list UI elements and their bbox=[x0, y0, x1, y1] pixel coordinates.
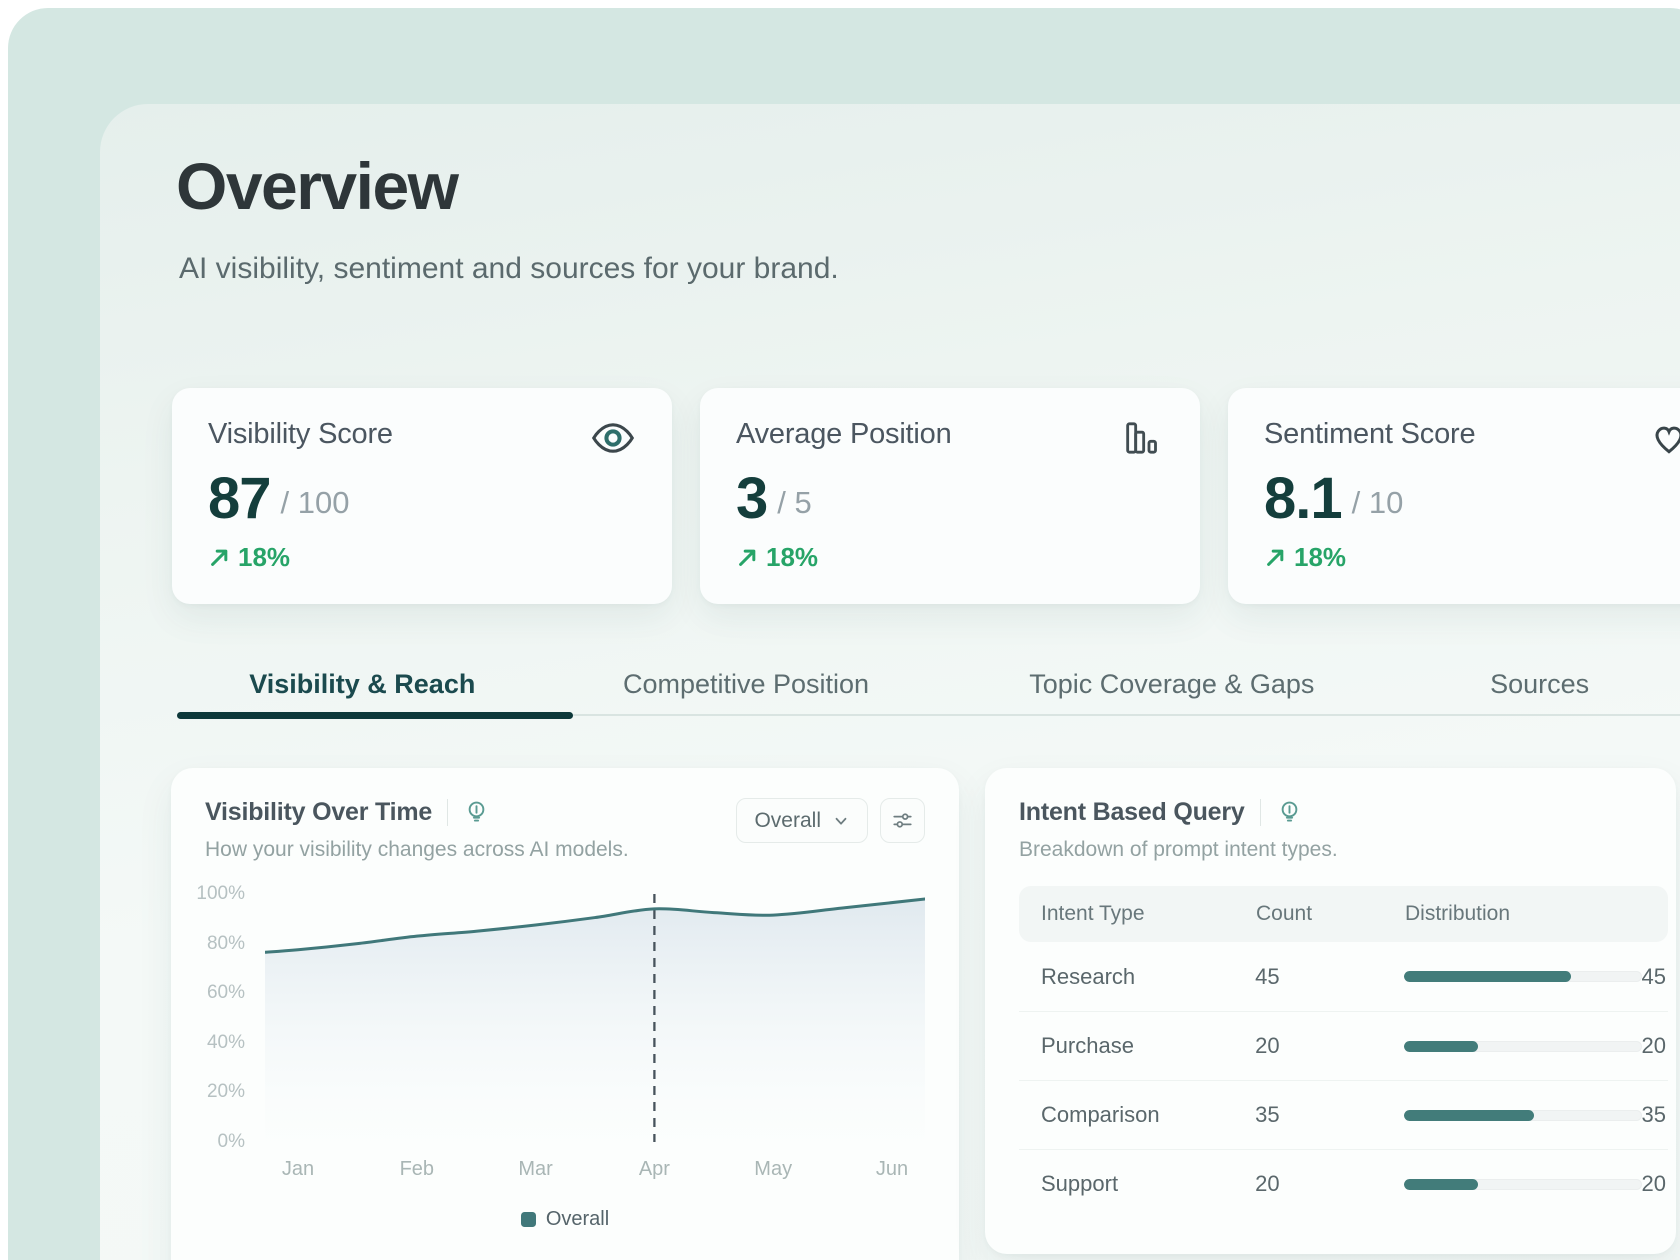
distribution-bar-track bbox=[1403, 971, 1642, 982]
arrow-up-right-icon bbox=[736, 546, 759, 569]
eye-icon bbox=[590, 418, 636, 458]
series-dropdown[interactable]: Overall bbox=[736, 798, 868, 843]
column-header-count: Count bbox=[1256, 902, 1313, 925]
chevron-down-icon bbox=[832, 812, 850, 830]
intent-table: Intent Type Count Distribution Research … bbox=[1019, 886, 1668, 1218]
column-header-distribution: Distribution bbox=[1405, 902, 1511, 925]
distribution-bar bbox=[1403, 1178, 1478, 1190]
y-axis-label: 0% bbox=[217, 1131, 245, 1152]
card-subtitle: How your visibility changes across AI mo… bbox=[205, 838, 629, 861]
distribution-bar bbox=[1403, 1109, 1534, 1121]
page-title: Overview bbox=[176, 149, 459, 223]
x-axis-label: Jun bbox=[875, 1158, 909, 1180]
bar-chart-icon bbox=[1118, 418, 1164, 458]
tab-competitive-position[interactable]: Competitive Position bbox=[622, 668, 870, 699]
metric-value: 8.1 bbox=[1264, 466, 1343, 531]
table-row: Research 45 45 bbox=[1019, 942, 1668, 1011]
average-position-card: Average Position 3 / 5 18% bbox=[700, 388, 1200, 604]
y-axis-label: 40% bbox=[206, 1031, 245, 1053]
x-axis-labels: Jan Feb Mar Apr May Jun bbox=[265, 1158, 925, 1186]
table-body: Research 45 45 Purchase 20 20 Comparison… bbox=[1019, 942, 1668, 1218]
card-title: Visibility Over Time bbox=[205, 798, 433, 826]
x-axis-label: Feb bbox=[399, 1158, 435, 1180]
y-axis-label: 20% bbox=[206, 1081, 245, 1103]
column-header-intent-type: Intent Type bbox=[1041, 902, 1145, 925]
chart-area-fill bbox=[265, 898, 925, 1142]
line-chart-plot bbox=[265, 894, 925, 1142]
y-axis-label: 100% bbox=[196, 883, 245, 904]
metric-label: Visibility Score bbox=[208, 418, 393, 450]
page-subtitle: AI visibility, sentiment and sources for… bbox=[179, 252, 839, 285]
x-axis-label: Jan bbox=[281, 1158, 315, 1180]
y-axis-labels: 100% 80% 60% 40% 20% 0% bbox=[196, 883, 245, 1152]
lightbulb-icon[interactable] bbox=[1276, 799, 1303, 826]
legend-label: Overall bbox=[545, 1208, 610, 1230]
chart-settings-button[interactable] bbox=[880, 798, 925, 843]
series-dropdown-label: Overall bbox=[754, 808, 821, 832]
metric-delta: 18% bbox=[1294, 542, 1347, 572]
tab-topic-coverage-gaps[interactable]: Topic Coverage & Gaps bbox=[1029, 668, 1315, 699]
y-axis-label: 80% bbox=[206, 932, 245, 954]
count-cell: 35 bbox=[1255, 1102, 1280, 1127]
count-cell: 20 bbox=[1255, 1171, 1280, 1196]
tab-bar-divider bbox=[177, 714, 1680, 716]
distribution-value: 20 bbox=[1641, 1171, 1666, 1196]
intent-based-query-card: Intent Based Query Breakdown of prompt i… bbox=[985, 768, 1676, 1254]
overall-series-line bbox=[265, 897, 925, 954]
card-subtitle: Breakdown of prompt intent types. bbox=[1019, 838, 1338, 861]
table-row: Support 20 20 bbox=[1019, 1149, 1668, 1218]
y-axis-label: 60% bbox=[206, 982, 245, 1004]
visibility-score-card: Visibility Score 87 / 100 18% bbox=[172, 388, 672, 604]
distribution-bar-track bbox=[1403, 1109, 1642, 1121]
metric-out-of: / 10 bbox=[1351, 485, 1404, 520]
intent-type-cell: Support bbox=[1041, 1171, 1119, 1196]
x-axis-label: Apr bbox=[638, 1158, 670, 1180]
intent-type-cell: Comparison bbox=[1041, 1102, 1160, 1127]
lightbulb-icon[interactable] bbox=[463, 799, 490, 826]
intent-type-cell: Purchase bbox=[1041, 1033, 1134, 1058]
table-header-row: Intent Type Count Distribution bbox=[1019, 886, 1668, 942]
table-row: Purchase 20 20 bbox=[1019, 1011, 1668, 1080]
distribution-value: 20 bbox=[1641, 1033, 1666, 1058]
metric-cards-row: Visibility Score 87 / 100 18% Average Po… bbox=[172, 388, 1680, 604]
metric-label: Average Position bbox=[736, 418, 952, 450]
divider bbox=[1259, 799, 1261, 826]
intent-type-cell: Research bbox=[1041, 963, 1136, 989]
card-title: Intent Based Query bbox=[1019, 798, 1245, 826]
chart-legend: Overall bbox=[205, 1208, 925, 1231]
sentiment-score-card: Sentiment Score 8.1 / 10 18% bbox=[1228, 388, 1680, 604]
heart-icon bbox=[1646, 418, 1680, 458]
x-axis-label: May bbox=[754, 1158, 793, 1180]
metric-delta: 18% bbox=[766, 542, 819, 572]
tab-bar: Visibility & Reach Competitive Position … bbox=[177, 652, 1680, 719]
tab-visibility-reach[interactable]: Visibility & Reach bbox=[249, 668, 476, 699]
table-row: Comparison 35 35 bbox=[1019, 1080, 1668, 1149]
metric-out-of: / 100 bbox=[280, 485, 350, 520]
arrow-up-right-icon bbox=[1264, 546, 1287, 569]
distribution-bar-track bbox=[1403, 1178, 1642, 1190]
distribution-bar bbox=[1403, 971, 1571, 982]
arrow-up-right-icon bbox=[208, 546, 231, 569]
line-chart: 100% 80% 60% 40% 20% 0% bbox=[196, 883, 925, 1152]
count-cell: 45 bbox=[1255, 963, 1280, 989]
metric-delta: 18% bbox=[238, 542, 291, 572]
count-cell: 20 bbox=[1255, 1033, 1280, 1058]
legend-swatch bbox=[520, 1212, 536, 1227]
x-axis-label: Mar bbox=[518, 1158, 553, 1180]
divider bbox=[447, 799, 449, 826]
tab-sources[interactable]: Sources bbox=[1490, 668, 1590, 699]
distribution-value: 45 bbox=[1641, 963, 1666, 989]
metric-value: 3 bbox=[736, 466, 768, 531]
active-tab-indicator bbox=[177, 712, 573, 719]
distribution-bar-track bbox=[1403, 1040, 1642, 1052]
sliders-icon bbox=[891, 809, 914, 832]
metric-value: 87 bbox=[208, 466, 272, 531]
distribution-bar bbox=[1403, 1040, 1478, 1052]
distribution-value: 35 bbox=[1641, 1102, 1666, 1127]
metric-out-of: / 5 bbox=[777, 485, 812, 520]
visibility-over-time-card: Visibility Over Time How your visibility… bbox=[171, 768, 959, 1260]
metric-label: Sentiment Score bbox=[1264, 418, 1476, 450]
